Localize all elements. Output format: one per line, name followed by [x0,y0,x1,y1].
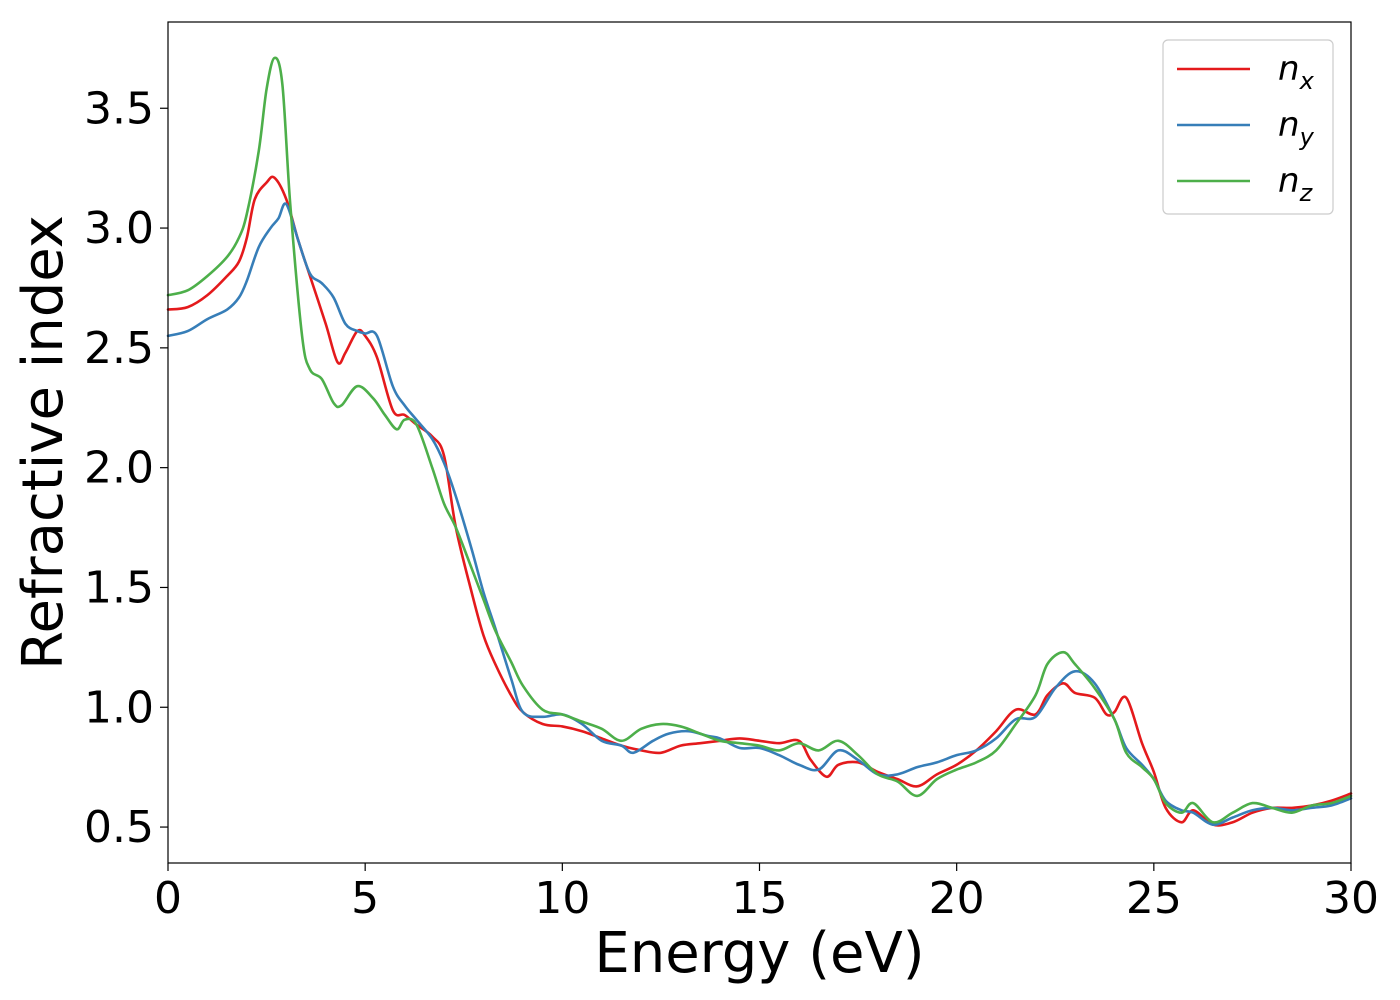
y-tick-label: 2.0 [84,443,154,494]
series-layer [166,56,1353,827]
legend-box [1162,39,1334,215]
x-tick-label: 25 [1126,873,1182,924]
series-line-ny [166,202,1353,826]
y-tick-label: 1.5 [84,562,154,613]
y-tick-label: 3.0 [84,203,154,254]
x-tick-label: 10 [534,873,590,924]
x-tick-label: 20 [929,873,985,924]
series-line-nx [166,175,1353,827]
plot-background [168,22,1351,863]
y-tick-label: 3.5 [84,83,154,134]
x-tick-label: 0 [154,873,182,924]
x-tick-label: 5 [351,873,379,924]
y-tick-label: 0.5 [84,802,154,853]
x-tick-label: 30 [1323,873,1379,924]
y-tick-label: 2.5 [84,323,154,374]
y-tick-label: 1.0 [84,682,154,733]
x-axis-ticks: 0 5 10 15 20 25 30 [154,863,1379,924]
y-axis-ticks: 0.5 1.0 1.5 2.0 2.5 3.0 3.5 [84,83,168,853]
x-axis-title: Energy (eV) [594,921,924,986]
series-line-nz [166,56,1353,824]
x-tick-label: 15 [732,873,788,924]
y-axis-title: Refractive index [11,215,76,670]
